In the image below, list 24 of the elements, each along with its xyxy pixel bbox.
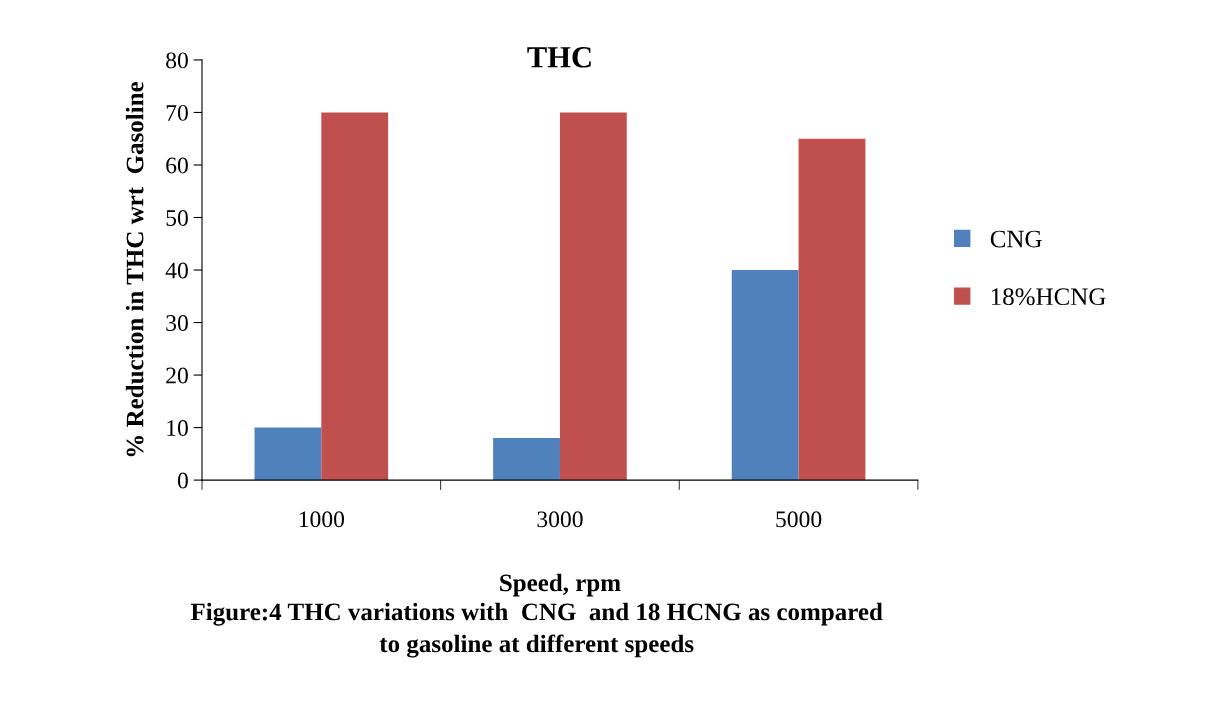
y-tick-label: 70: [166, 104, 188, 121]
bar: [254, 427, 322, 481]
x-axis-title: Speed, rpm: [500, 573, 621, 597]
x-tick-label: 1000: [299, 511, 345, 528]
y-tick-label: 80: [166, 52, 188, 69]
x-tick-label: 5000: [776, 511, 822, 528]
y-axis-title: % Reduction in THC wrt Gasoline: [125, 81, 144, 457]
bar: [798, 138, 866, 481]
y-tick-label: 40: [165, 262, 188, 279]
y-tick-label: 20: [166, 367, 188, 384]
text: Figure:4 THC variations with CNG and 18 HCNG as compared to gasoline at different speeds: [190, 602, 883, 658]
y-tick-label: 0: [177, 472, 188, 489]
legend-label: CNG: [990, 230, 1042, 248]
legend-label: 18%HCNG: [991, 288, 1106, 306]
y-tick-label: 60: [166, 157, 188, 174]
y-tick-label: 50: [166, 209, 188, 226]
y-tick-label: 30: [166, 315, 188, 331]
chart-title: THC: [527, 47, 591, 68]
x-tick-label: 3000: [537, 511, 583, 528]
bar: [321, 112, 389, 481]
bar: [559, 112, 627, 481]
y-tick-label: 10: [167, 420, 188, 437]
bar: [731, 270, 799, 481]
bar: [493, 438, 560, 481]
